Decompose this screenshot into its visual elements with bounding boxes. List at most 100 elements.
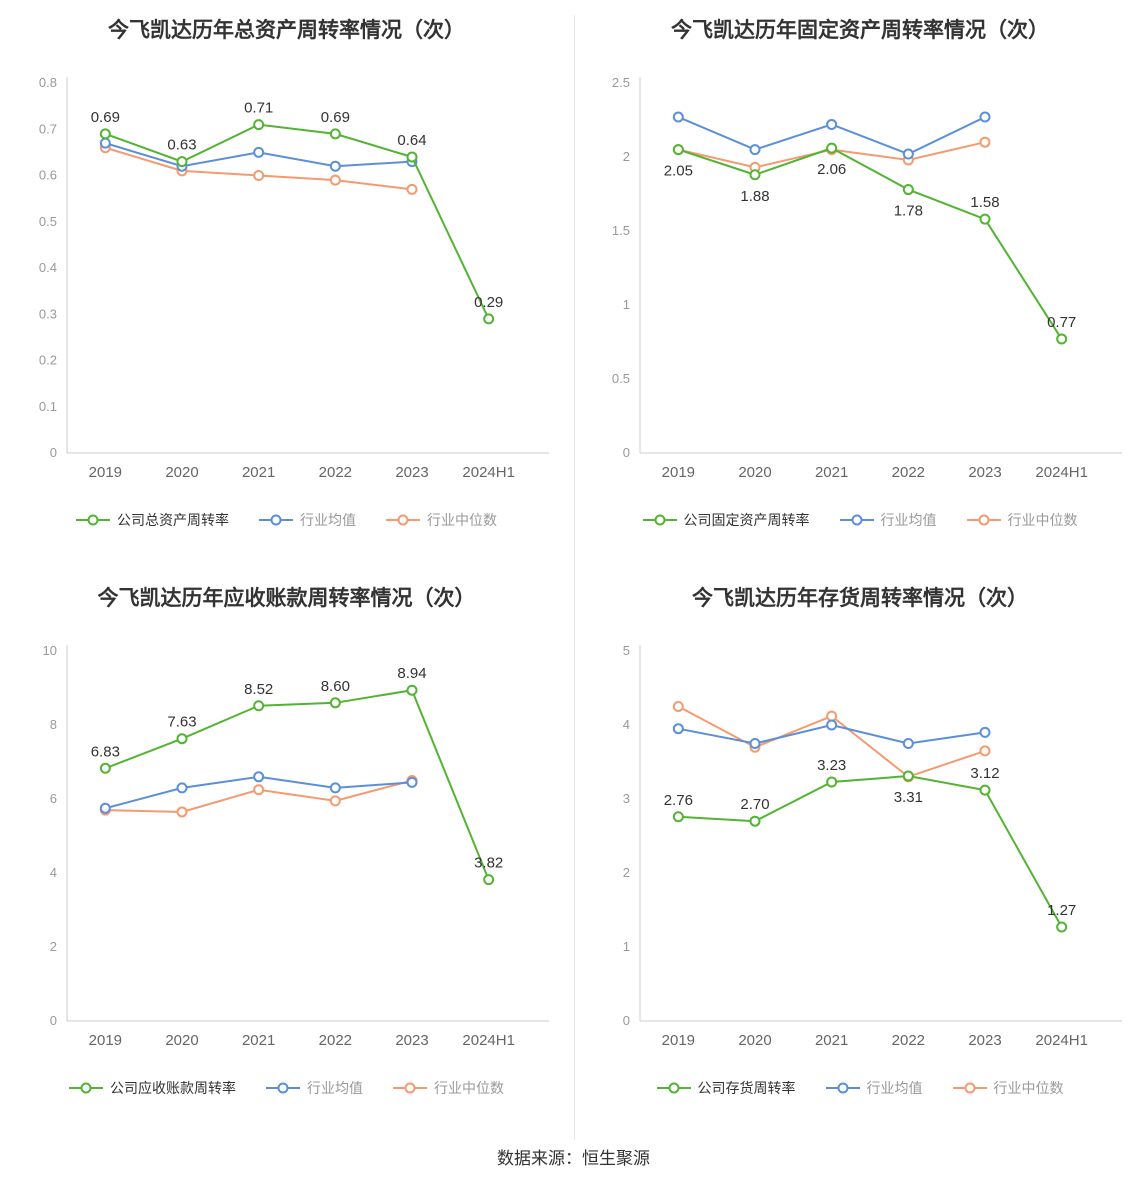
- svg-text:3.12: 3.12: [970, 765, 999, 782]
- svg-text:0: 0: [49, 445, 56, 460]
- svg-text:2022: 2022: [892, 1032, 925, 1049]
- line-marker-icon: [642, 514, 677, 526]
- line-marker-icon: [393, 1082, 427, 1094]
- svg-text:6.83: 6.83: [90, 743, 119, 760]
- svg-text:0.1: 0.1: [38, 399, 56, 414]
- svg-text:2020: 2020: [738, 1032, 771, 1049]
- svg-text:0.6: 0.6: [38, 168, 56, 183]
- data-source-note: 数据来源：恒生聚源: [497, 1149, 650, 1168]
- line-marker-icon: [386, 514, 420, 526]
- svg-text:8.60: 8.60: [320, 678, 349, 695]
- legend-label: 行业均值: [866, 1080, 923, 1096]
- svg-text:0.2: 0.2: [38, 353, 56, 368]
- svg-text:2.05: 2.05: [664, 163, 693, 180]
- line-marker-icon: [76, 514, 110, 526]
- receivables-turnover-line-chart: 0 2 4 6 8 10 2019 2020 2021 2022 2023 2024H1 6.83 7.6…: [42, 643, 549, 1049]
- svg-text:2019: 2019: [88, 1032, 121, 1049]
- svg-text:2020: 2020: [738, 464, 771, 481]
- svg-text:2020: 2020: [165, 1032, 198, 1049]
- svg-text:0.77: 0.77: [1047, 314, 1076, 331]
- svg-text:0.64: 0.64: [397, 132, 426, 149]
- inventory-turnover-line-chart: 0 1 2 3 4 5 2019 2020 2021 2022 2023 2024H1 2.76 2.70…: [623, 643, 1122, 1049]
- svg-text:2021: 2021: [815, 464, 848, 481]
- svg-text:2.06: 2.06: [817, 161, 846, 178]
- legend-item-industry-median[interactable]: 行业中位数: [952, 1078, 1064, 1098]
- svg-text:10: 10: [42, 643, 56, 658]
- legend-item-industry-mean[interactable]: 行业均值: [259, 510, 356, 530]
- legend-item-industry-median[interactable]: 行业中位数: [386, 510, 497, 530]
- line-marker-icon: [966, 514, 1001, 526]
- legend-item-industry-mean[interactable]: 行业均值: [266, 1078, 363, 1098]
- svg-text:6: 6: [49, 791, 56, 806]
- svg-text:0.5: 0.5: [38, 214, 56, 229]
- svg-text:0.69: 0.69: [320, 109, 349, 126]
- line-marker-icon: [656, 1082, 691, 1094]
- svg-text:2019: 2019: [662, 1032, 695, 1049]
- legend-label: 行业中位数: [427, 512, 497, 528]
- total-asset-turnover-line-chart: 0 0.1 0.2 0.3 0.4 0.5 0.6 0.7 0.8 2019 2020 2021 202…: [38, 75, 549, 481]
- svg-text:0.29: 0.29: [474, 294, 503, 311]
- svg-text:2023: 2023: [968, 464, 1001, 481]
- svg-text:0.5: 0.5: [612, 371, 630, 386]
- line-marker-icon: [259, 514, 293, 526]
- chart-title: 今飞凯达历年应收账款周转率情况（次）: [97, 587, 476, 610]
- svg-text:2021: 2021: [815, 1032, 848, 1049]
- svg-text:1.78: 1.78: [894, 203, 923, 220]
- legend-item-industry-median[interactable]: 行业中位数: [966, 510, 1078, 530]
- legend-item-industry-mean[interactable]: 行业均值: [825, 1078, 923, 1098]
- svg-text:0: 0: [623, 445, 630, 460]
- svg-text:2023: 2023: [968, 1032, 1001, 1049]
- line-marker-icon: [266, 1082, 300, 1094]
- svg-text:2023: 2023: [395, 1032, 428, 1049]
- svg-text:2019: 2019: [662, 464, 695, 481]
- legend-item-company[interactable]: 公司应收账款周转率: [69, 1078, 236, 1098]
- svg-text:4: 4: [49, 865, 56, 880]
- legend-label: 行业均值: [300, 512, 356, 528]
- svg-text:0: 0: [49, 1013, 56, 1028]
- legend-item-company[interactable]: 公司总资产周转率: [76, 510, 229, 530]
- legend-item-company[interactable]: 公司存货周转率: [656, 1078, 796, 1098]
- panel-inventory-turnover: 今飞凯达历年存货周转率情况（次） 0 1 2 3 4 5 2019 2020 2021 2022 2…: [573, 568, 1147, 1136]
- legend-label: 行业均值: [307, 1080, 363, 1096]
- legend-label: 公司存货周转率: [697, 1080, 796, 1096]
- legend-label: 行业中位数: [993, 1080, 1064, 1096]
- svg-text:8.94: 8.94: [397, 665, 426, 682]
- panel-total-asset-turnover: 今飞凯达历年总资产周转率情况（次） 0 0.1 0.2 0.3 0.4 0.5 0.6 0.7…: [0, 0, 573, 568]
- chart-title: 今飞凯达历年总资产周转率情况（次）: [108, 19, 465, 42]
- svg-text:0.7: 0.7: [38, 121, 56, 136]
- svg-text:1: 1: [623, 297, 630, 312]
- svg-text:1.88: 1.88: [740, 188, 769, 205]
- svg-text:2022: 2022: [318, 1032, 351, 1049]
- svg-text:2021: 2021: [241, 464, 274, 481]
- svg-text:2.5: 2.5: [612, 75, 630, 90]
- svg-text:2024H1: 2024H1: [462, 464, 515, 481]
- chart-title: 今飞凯达历年固定资产周转率情况（次）: [671, 19, 1049, 42]
- legend-label: 行业中位数: [1007, 512, 1078, 528]
- legend-item-company[interactable]: 公司固定资产周转率: [642, 510, 810, 530]
- svg-text:2: 2: [623, 865, 630, 880]
- svg-text:0.63: 0.63: [167, 137, 196, 154]
- panel-fixed-asset-turnover: 今飞凯达历年固定资产周转率情况（次） 0 0.5 1 1.5 2 2.5 2019 2020 2…: [573, 0, 1147, 568]
- svg-text:2: 2: [49, 939, 56, 954]
- svg-text:2.76: 2.76: [664, 792, 693, 809]
- svg-text:0.4: 0.4: [38, 260, 56, 275]
- svg-text:2: 2: [623, 149, 630, 164]
- svg-text:1.5: 1.5: [612, 223, 630, 238]
- chart-legend: 公司存货周转率 行业均值 行业中位数: [656, 1078, 1064, 1098]
- legend-label: 行业中位数: [434, 1080, 504, 1096]
- line-marker-icon: [69, 1082, 103, 1094]
- svg-text:0.69: 0.69: [90, 109, 119, 126]
- svg-text:2019: 2019: [88, 464, 121, 481]
- legend-item-industry-mean[interactable]: 行业均值: [839, 510, 937, 530]
- chart-legend: 公司固定资产周转率 行业均值 行业中位数: [642, 510, 1078, 530]
- line-marker-icon: [952, 1082, 987, 1094]
- legend-item-industry-median[interactable]: 行业中位数: [393, 1078, 504, 1098]
- legend-label: 公司应收账款周转率: [110, 1080, 236, 1096]
- svg-text:2024H1: 2024H1: [462, 1032, 515, 1049]
- line-marker-icon: [839, 514, 874, 526]
- svg-text:2023: 2023: [395, 464, 428, 481]
- svg-text:2022: 2022: [318, 464, 351, 481]
- svg-text:1.27: 1.27: [1047, 902, 1076, 919]
- chart-title: 今飞凯达历年存货周转率情况（次）: [692, 587, 1028, 610]
- fixed-asset-turnover-line-chart: 0 0.5 1 1.5 2 2.5 2019 2020 2021 2022 2023 2024H1 2.…: [612, 75, 1122, 481]
